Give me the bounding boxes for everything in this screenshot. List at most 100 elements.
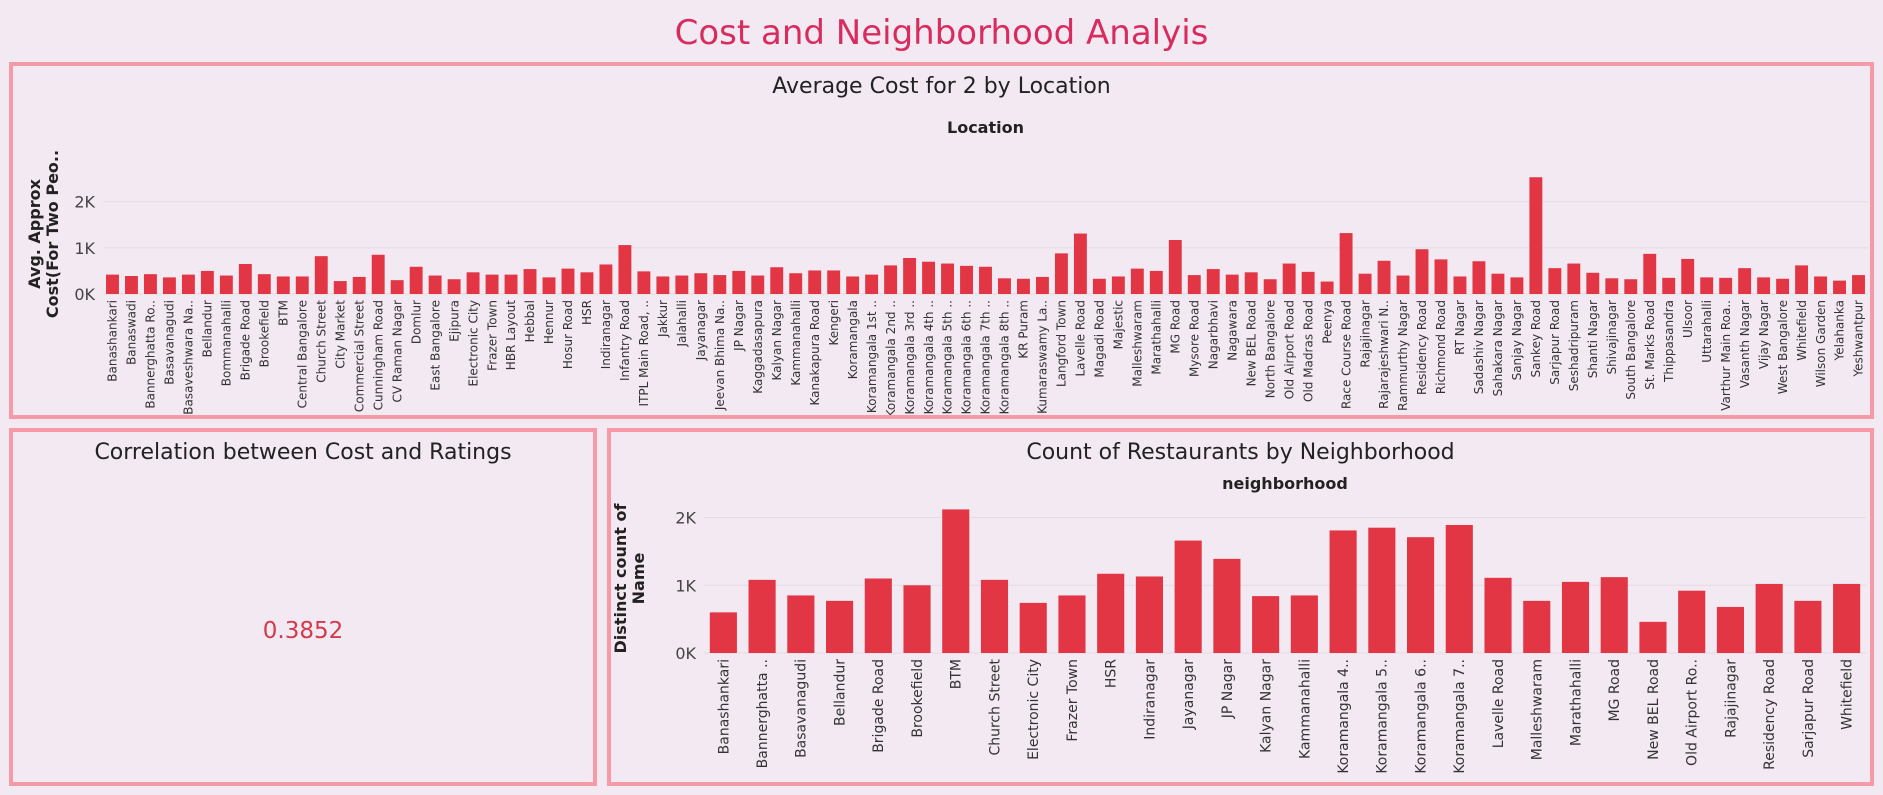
avg-cost-bar (333, 281, 347, 294)
avg-cost-bar (903, 258, 917, 294)
avg-cost-category-label: Banaswadi (125, 300, 139, 365)
avg-cost-bar (276, 276, 290, 294)
avg-cost-category-label: Old Airport Road (1282, 300, 1296, 399)
avg-cost-bar (1567, 263, 1581, 294)
count-category-label: Bannerghatta .. (755, 659, 771, 768)
avg-cost-category-label: Peenya (1320, 300, 1334, 344)
count-y-tick-label: 0K (675, 644, 696, 663)
count-bar (1833, 583, 1861, 653)
avg-cost-bar (561, 268, 575, 294)
avg-cost-bar (1130, 268, 1144, 294)
avg-cost-category-label: Koramangala 7th .. (979, 300, 993, 414)
avg-cost-bar (637, 271, 651, 294)
count-category-label: Banashankari (716, 659, 732, 754)
avg-cost-bar (618, 245, 632, 294)
avg-cost-bar (219, 275, 233, 294)
count-bar (903, 585, 931, 653)
avg-cost-category-label: Hebbal (523, 300, 537, 342)
avg-cost-category-label: BTM (276, 300, 290, 326)
avg-cost-category-label: Nagarbhavi (1206, 300, 1220, 369)
avg-cost-bar (1320, 281, 1334, 294)
avg-cost-header: Location (947, 118, 1024, 137)
avg-cost-category-label: Old Madras Road (1301, 300, 1315, 402)
avg-cost-category-label: HBR Layout (504, 300, 518, 370)
avg-cost-bar (1605, 278, 1619, 294)
avg-cost-category-label: Thippasandra (1662, 300, 1676, 383)
avg-cost-category-label: Infantry Road (618, 300, 632, 381)
avg-cost-y-tick-label: 0K (74, 285, 95, 304)
correlation-panel: Correlation between Cost and Ratings 0.3… (9, 428, 597, 786)
count-category-label: Marathahalli (1568, 659, 1584, 746)
avg-cost-bar (1187, 275, 1201, 294)
count-category-label: Koramangala 4.. (1336, 659, 1352, 774)
avg-cost-bar (390, 280, 404, 294)
avg-cost-category-label: Jeevan Bhima Na.. (713, 300, 727, 411)
avg-cost-category-label: Sadashiv Nagar (1472, 300, 1486, 394)
avg-cost-bar (1453, 276, 1467, 294)
count-bar (980, 579, 1009, 653)
avg-cost-bar (1225, 274, 1239, 294)
avg-cost-bar (884, 265, 898, 294)
avg-cost-category-label: Richmond Road (1434, 300, 1448, 394)
count-bar (1058, 595, 1086, 653)
avg-cost-category-label: CV Raman Nagar (390, 300, 404, 403)
avg-cost-category-label: Church Street (314, 300, 328, 383)
avg-cost-bar (1662, 277, 1676, 294)
count-category-label: Sarjapur Road (1801, 659, 1817, 758)
avg-cost-category-label: Sankey Road (1529, 300, 1543, 378)
avg-cost-category-label: Kanakapura Road (808, 300, 822, 406)
avg-cost-category-label: Sahakara Nagar (1491, 300, 1505, 396)
avg-cost-bar (162, 277, 176, 294)
avg-cost-category-label: Jakkur (656, 300, 670, 338)
avg-cost-bar (125, 276, 138, 294)
count-category-label: Bellandur (832, 659, 848, 726)
avg-cost-bar (865, 274, 879, 294)
avg-cost-bar (181, 274, 195, 294)
avg-cost-bar (770, 267, 784, 294)
avg-cost-bar (1852, 275, 1865, 294)
avg-cost-category-label: Majestic (1112, 300, 1126, 349)
avg-cost-category-label: Koramangala 6th .. (960, 300, 974, 414)
avg-cost-bar (1472, 261, 1486, 294)
count-category-label: Rajajinagar (1723, 659, 1739, 738)
avg-cost-category-label: Koramangala 4th .. (922, 300, 936, 414)
count-category-label: Malleshwaram (1530, 659, 1546, 760)
avg-cost-category-label: Ejipura (447, 300, 461, 342)
avg-cost-bar (1263, 279, 1277, 294)
avg-cost-category-label: Basaveshwara Na.. (182, 300, 196, 415)
avg-cost-bar (1700, 277, 1714, 294)
avg-cost-bar (1073, 233, 1087, 294)
count-category-label: Brigade Road (871, 659, 887, 753)
count-y-axis-title-line: Distinct count of (611, 502, 630, 653)
avg-cost-category-label: Bellandur (201, 300, 215, 357)
avg-cost-category-label: KR Puram (1017, 300, 1031, 359)
count-category-label: Kammanahalli (1297, 659, 1313, 759)
avg-cost-bar (1339, 233, 1353, 294)
avg-cost-category-label: MG Road (1168, 300, 1182, 354)
count-y-tick-label: 2K (675, 509, 696, 528)
count-bar (1407, 537, 1435, 653)
avg-cost-category-label: West Bangalore (1776, 300, 1790, 394)
avg-cost-category-label: Central Bangalore (295, 300, 309, 408)
count-category-label: MG Road (1607, 659, 1623, 722)
avg-cost-category-label: Marathahalli (1150, 300, 1164, 375)
avg-cost-category-label: Vijay Nagar (1757, 300, 1771, 369)
avg-cost-bar (1377, 260, 1391, 294)
avg-cost-category-label: Banashankari (106, 300, 120, 382)
avg-cost-y-tick-label: 2K (74, 193, 95, 212)
avg-cost-bar (580, 272, 594, 294)
count-category-label: Koramangala 5.. (1375, 659, 1391, 774)
avg-cost-bar (656, 276, 670, 294)
avg-cost-bar (1017, 278, 1030, 294)
count-category-label: Old Airport Ro.. (1685, 659, 1701, 766)
avg-cost-category-label: Hennur (542, 300, 556, 344)
avg-cost-category-label: Koramangala 2nd .. (884, 300, 898, 415)
avg-cost-category-label: East Bangalore (428, 300, 442, 391)
avg-cost-category-label: Kumaraswamy La.. (1036, 300, 1050, 414)
avg-cost-bar (1206, 269, 1220, 294)
avg-cost-bar (1510, 277, 1524, 294)
avg-cost-category-label: Jalahalli (675, 300, 689, 348)
avg-cost-category-label: Wilson Garden (1814, 300, 1828, 387)
count-bar (1794, 600, 1822, 653)
avg-cost-category-label: Domlur (409, 300, 423, 344)
